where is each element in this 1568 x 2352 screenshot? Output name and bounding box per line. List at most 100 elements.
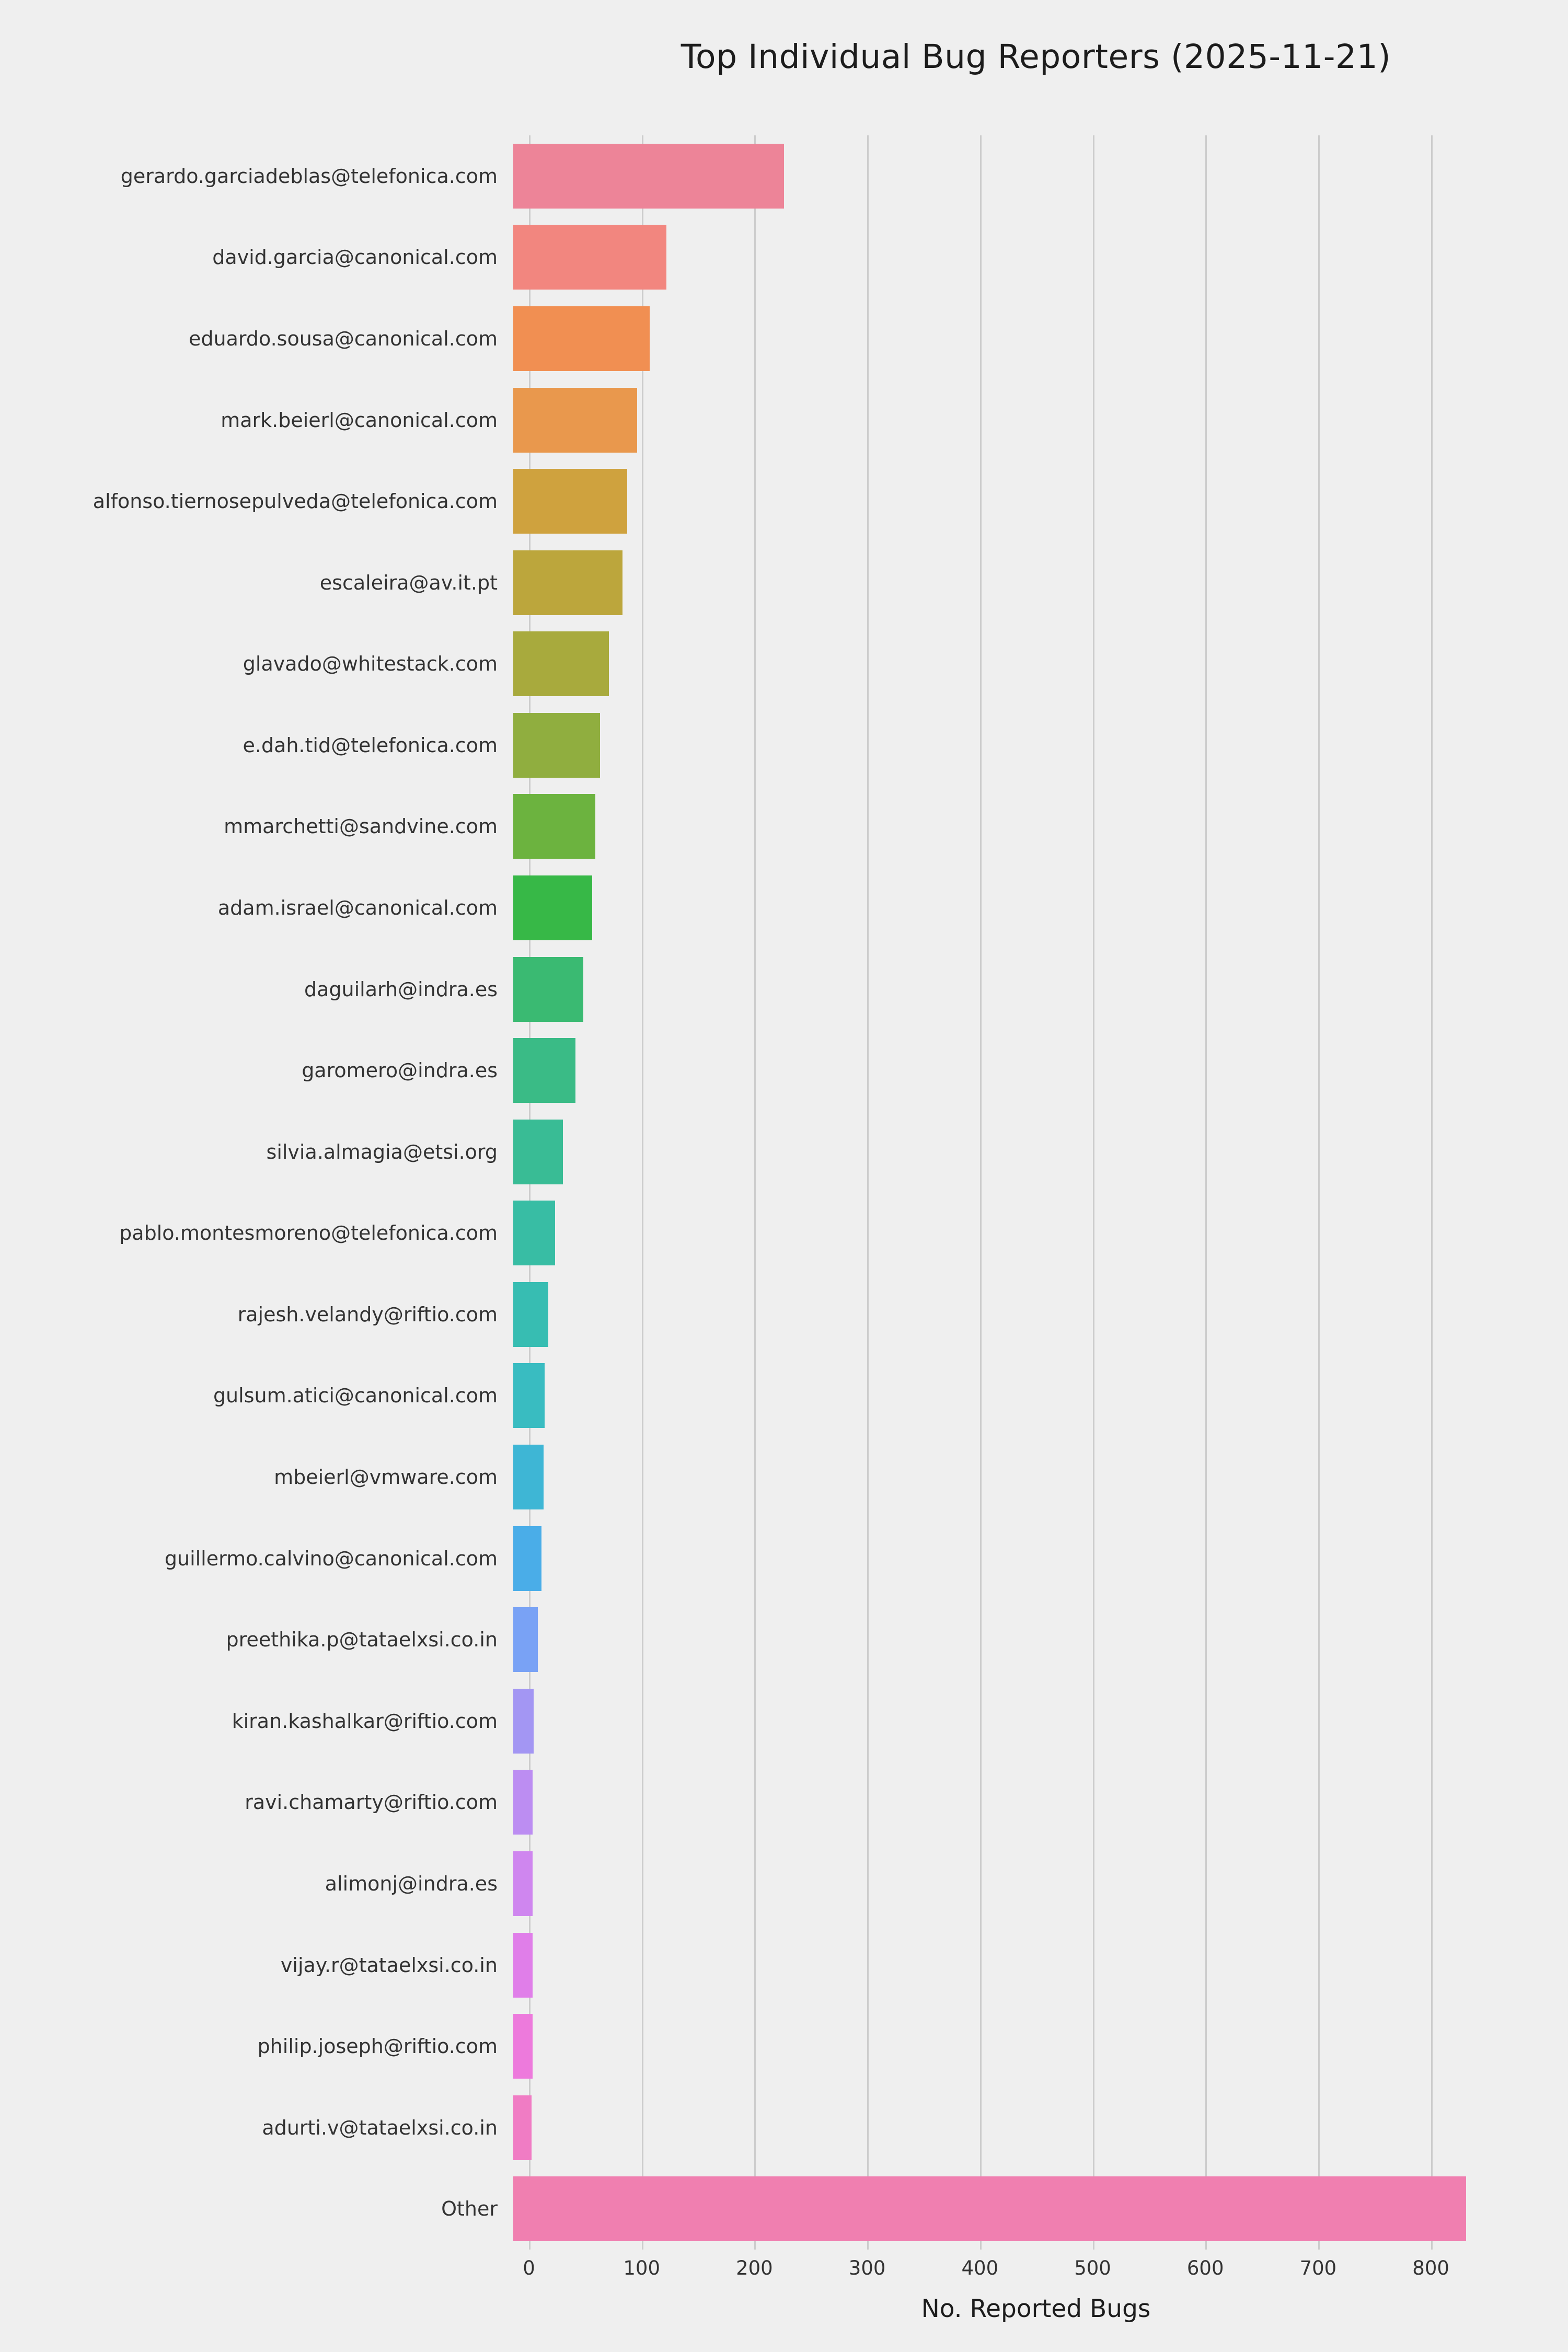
category-label: vijay.r@tataelxsi.co.in (280, 1953, 498, 1977)
bar (513, 631, 609, 697)
bar-row: guillermo.calvino@canonical.com (0, 1518, 1568, 1599)
category-label: philip.joseph@riftio.com (257, 2035, 498, 2058)
category-label: gerardo.garciadeblas@telefonica.com (120, 164, 498, 188)
category-label: eduardo.sousa@canonical.com (189, 327, 498, 350)
x-tick-label: 600 (1186, 2257, 1224, 2279)
bar (513, 956, 583, 1022)
bar-row: adurti.v@tataelxsi.co.in (0, 2087, 1568, 2169)
category-label: adam.israel@canonical.com (217, 896, 498, 919)
bar-row: alfonso.tiernosepulveda@telefonica.com (0, 460, 1568, 542)
bar-row: vijay.r@tataelxsi.co.in (0, 1924, 1568, 2006)
gridline-x-500 (1092, 135, 1094, 2250)
category-label: rajesh.velandy@riftio.com (237, 1302, 498, 1326)
bar (513, 2095, 532, 2160)
bar (513, 875, 592, 940)
bar-row: daguilarh@indra.es (0, 949, 1568, 1030)
category-label: alfonso.tiernosepulveda@telefonica.com (93, 490, 498, 513)
bar (513, 1851, 533, 1916)
bar-row: preethika.p@tataelxsi.co.in (0, 1599, 1568, 1680)
category-label: ravi.chamarty@riftio.com (245, 1791, 498, 1814)
bar-row: glavado@whitestack.com (0, 623, 1568, 705)
x-tick-label: 800 (1412, 2257, 1449, 2279)
bar-row: gulsum.atici@canonical.com (0, 1355, 1568, 1437)
bar-row: alimonj@indra.es (0, 1843, 1568, 1924)
category-label: glavado@whitestack.com (243, 652, 498, 676)
x-axis-label: No. Reported Bugs (921, 2295, 1151, 2323)
bar-row: eduardo.sousa@canonical.com (0, 298, 1568, 379)
category-label: guillermo.calvino@canonical.com (164, 1547, 498, 1570)
category-label: mmarchetti@sandvine.com (224, 815, 498, 838)
bar (513, 550, 623, 615)
category-label: alimonj@indra.es (325, 1872, 498, 1895)
bar (513, 794, 596, 859)
plot-area: gerardo.garciadeblas@telefonica.com david… (0, 135, 1568, 2250)
category-label: mbeierl@vmware.com (274, 1466, 498, 1489)
bar-row: Other (0, 2168, 1568, 2250)
bar-row: mbeierl@vmware.com (0, 1436, 1568, 1518)
bar (513, 1038, 575, 1103)
gridline-x-0 (529, 135, 531, 2250)
bar (513, 225, 667, 290)
bar (513, 1363, 545, 1428)
bar (513, 2176, 1466, 2242)
bar (513, 1607, 538, 1673)
gridline-x-300 (867, 135, 869, 2250)
bar-row: e.dah.tid@telefonica.com (0, 705, 1568, 786)
bar-row: escaleira@av.it.pt (0, 542, 1568, 624)
gridline-x-700 (1318, 135, 1320, 2250)
bar (513, 1932, 533, 1998)
category-label: garomero@indra.es (302, 1059, 498, 1082)
bar-row: adam.israel@canonical.com (0, 867, 1568, 949)
bar (513, 1770, 533, 1835)
bar (513, 1119, 563, 1184)
x-tick-label: 400 (961, 2257, 999, 2279)
x-tick-label: 500 (1074, 2257, 1111, 2279)
category-label: kiran.kashalkar@riftio.com (232, 1709, 498, 1733)
bar (513, 143, 784, 209)
chart-title: Top Individual Bug Reporters (2025-11-21… (681, 38, 1391, 76)
bar (513, 2014, 533, 2079)
gridline-x-200 (754, 135, 756, 2250)
bar-row: silvia.almagia@etsi.org (0, 1111, 1568, 1193)
x-tick-label: 0 (523, 2257, 535, 2279)
bar (513, 1526, 541, 1591)
x-axis-ticks: 0 100 200 300 400 500 600 700 800 (0, 2257, 1568, 2288)
category-label: Other (441, 2197, 498, 2221)
bar (513, 387, 638, 453)
bar-row: philip.joseph@riftio.com (0, 2005, 1568, 2087)
gridline-x-800 (1431, 135, 1433, 2250)
gridline-x-100 (641, 135, 643, 2250)
bar-row: garomero@indra.es (0, 1030, 1568, 1111)
x-tick-label: 200 (736, 2257, 773, 2279)
x-tick-label: 100 (623, 2257, 660, 2279)
bar-row: mark.beierl@canonical.com (0, 379, 1568, 461)
bar (513, 1688, 534, 1754)
bar (513, 1282, 548, 1347)
bars-container: gerardo.garciadeblas@telefonica.com david… (0, 135, 1568, 2250)
category-label: silvia.almagia@etsi.org (266, 1140, 498, 1163)
x-tick-label: 300 (848, 2257, 886, 2279)
category-label: david.garcia@canonical.com (212, 246, 498, 269)
bar-row: david.garcia@canonical.com (0, 217, 1568, 298)
category-label: adurti.v@tataelxsi.co.in (262, 2116, 498, 2139)
category-label: daguilarh@indra.es (304, 977, 498, 1001)
bar-row: ravi.chamarty@riftio.com (0, 1762, 1568, 1843)
bar-row: mmarchetti@sandvine.com (0, 786, 1568, 868)
category-label: escaleira@av.it.pt (319, 571, 498, 594)
gridline-x-400 (979, 135, 982, 2250)
bar (513, 1201, 555, 1266)
gridline-x-600 (1205, 135, 1207, 2250)
bar (513, 306, 650, 371)
category-label: gulsum.atici@canonical.com (213, 1384, 498, 1408)
x-tick-label: 700 (1299, 2257, 1337, 2279)
category-label: preethika.p@tataelxsi.co.in (226, 1628, 498, 1652)
category-label: mark.beierl@canonical.com (221, 408, 498, 432)
category-label: pablo.montesmoreno@telefonica.com (119, 1221, 498, 1245)
bar-row: kiran.kashalkar@riftio.com (0, 1680, 1568, 1762)
bar (513, 712, 601, 778)
bar-row: pablo.montesmoreno@telefonica.com (0, 1193, 1568, 1274)
bar-row: gerardo.garciadeblas@telefonica.com (0, 135, 1568, 217)
bar-row: rajesh.velandy@riftio.com (0, 1274, 1568, 1355)
bar (513, 469, 627, 534)
